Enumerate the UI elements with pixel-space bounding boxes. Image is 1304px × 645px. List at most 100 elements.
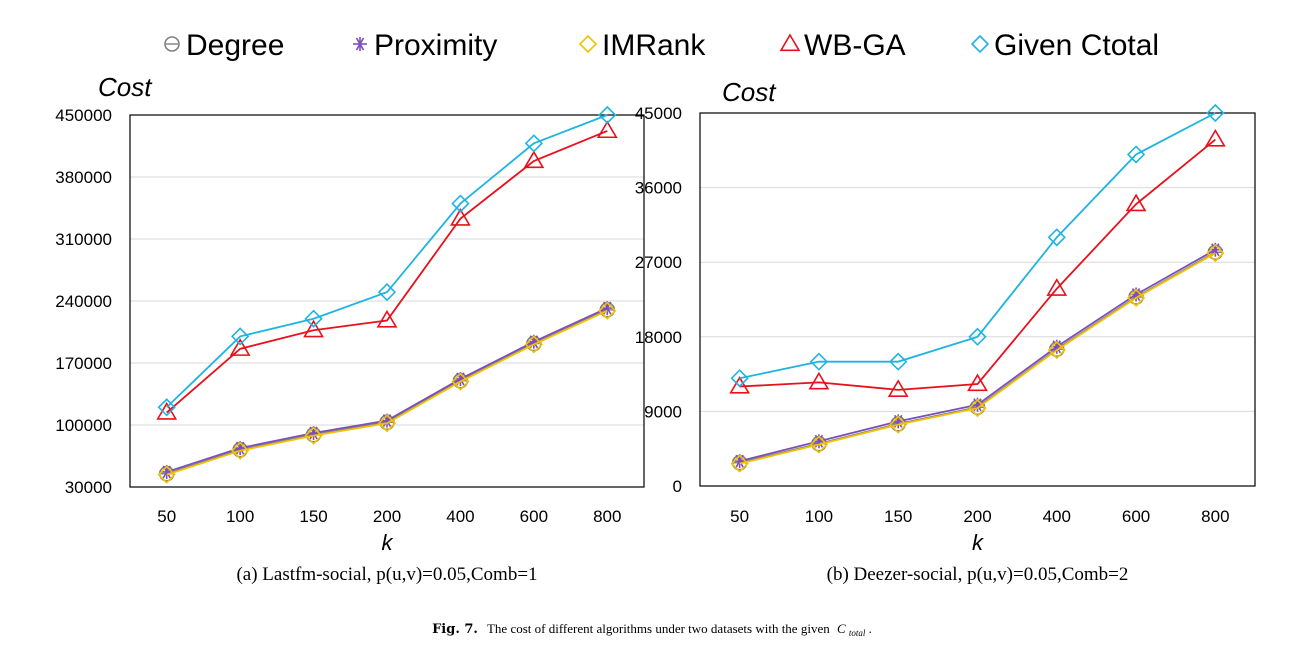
x-tick-label: 50 [730, 507, 749, 526]
point-given-ctotal [730, 369, 749, 388]
point-wb-ga [808, 371, 830, 390]
x-tick-label: 800 [1201, 507, 1229, 526]
x-axis-label: k [972, 530, 984, 555]
point-wb-ga [1046, 278, 1068, 296]
series-line-proximity [739, 248, 1216, 463]
figure-caption: Fig. 7. The cost of different algorithms… [432, 621, 872, 639]
point-imrank [968, 398, 987, 418]
y-axis-label: Cost [722, 77, 777, 107]
point-given-ctotal [451, 194, 470, 213]
y-tick-label: 0 [673, 477, 682, 496]
legend-label: Given Ctotal [994, 29, 1159, 62]
figure-caption-symbol: C [837, 621, 846, 636]
point-imrank [377, 414, 397, 433]
point-wb-ga [229, 338, 251, 356]
chart-lastfm: 30000 100000 170000 240000 310000 380000 45000… [55, 72, 645, 585]
series-line-wb-ga [739, 138, 1216, 391]
point-given-ctotal [231, 327, 250, 346]
y-tick-label: 30000 [65, 478, 112, 497]
chart-caption: (b) Deezer-social, p(u,v)=0.05,Comb=2 [827, 564, 1129, 585]
y-tick-label: 450000 [55, 106, 112, 125]
point-wb-ga [376, 309, 398, 328]
point-imrank [231, 441, 250, 460]
series-line-imrank [739, 252, 1216, 465]
point-imrank [1206, 243, 1225, 263]
y-tick-label: 18000 [635, 328, 682, 347]
legend-marker-degree [164, 36, 180, 52]
series-line-wb-ga [166, 130, 608, 414]
point-wb-ga [967, 373, 988, 392]
x-tick-label: 50 [157, 507, 176, 526]
figure-caption-label: Fig. 7. [432, 622, 478, 637]
point-imrank [304, 426, 323, 445]
figure-caption-text: The cost of different algorithms under t… [487, 621, 830, 636]
legend-label: Proximity [374, 29, 497, 62]
x-tick-label: 100 [226, 507, 254, 526]
chart-caption: (a) Lastfm-social, p(u,v)=0.05,Comb=1 [236, 564, 537, 585]
x-tick-label: 100 [805, 507, 833, 526]
point-given-ctotal [809, 352, 829, 371]
point-imrank [809, 435, 829, 454]
point-given-ctotal [157, 398, 176, 417]
y-tick-label: 9000 [644, 402, 682, 421]
y-tick-label: 170000 [55, 354, 112, 373]
chart-deezer: 0 9000 18000 27000 36000 45000 50 100 150 200 400 6… [635, 77, 1256, 585]
series-line-given-ctotal [739, 112, 1216, 380]
point-imrank [157, 465, 176, 484]
point-given-ctotal [377, 283, 397, 302]
point-wb-ga [729, 375, 751, 394]
x-tick-label: 150 [299, 507, 327, 526]
x-tick-label: 600 [520, 507, 548, 526]
point-imrank [598, 301, 617, 320]
point-given-ctotal [968, 327, 987, 346]
point-given-ctotal [598, 105, 617, 125]
point-given-ctotal [1126, 145, 1146, 164]
y-tick-label: 380000 [55, 168, 112, 187]
x-tick-label: 400 [446, 507, 474, 526]
y-axis-label: Cost [98, 72, 153, 102]
x-tick-label: 400 [1043, 507, 1071, 526]
series-line-imrank [166, 309, 608, 476]
legend-marker-wb-ga [779, 33, 801, 52]
y-tick-label: 45000 [635, 104, 682, 123]
series-line-degree [739, 251, 1216, 464]
point-wb-ga [303, 319, 324, 338]
point-given-ctotal [304, 309, 323, 328]
point-wb-ga [1204, 128, 1226, 147]
point-wb-ga [450, 208, 471, 226]
y-tick-label: 310000 [55, 230, 112, 249]
point-imrank [889, 415, 908, 434]
legend-marker-imrank [578, 34, 598, 54]
legend-label: Degree [186, 29, 284, 62]
y-tick-label: 240000 [55, 292, 112, 311]
legend-label: WB-GA [804, 29, 906, 62]
point-given-ctotal [889, 352, 908, 371]
figure-caption-subscript: total [849, 628, 866, 638]
point-wb-ga [596, 120, 618, 139]
x-tick-label: 150 [884, 507, 912, 526]
point-wb-ga [887, 379, 909, 397]
figure-caption-end: . [869, 621, 872, 636]
y-tick-label: 100000 [55, 416, 112, 435]
point-imrank [1047, 340, 1066, 360]
x-tick-label: 800 [593, 507, 621, 526]
x-tick-label: 200 [963, 507, 991, 526]
point-given-ctotal [1206, 103, 1225, 123]
legend-label: IMRank [602, 29, 706, 62]
legend-marker-given-ctotal [970, 34, 990, 54]
plot-area [699, 112, 1256, 487]
x-tick-label: 600 [1122, 507, 1150, 526]
legend-marker-proximity [353, 37, 367, 51]
point-imrank [524, 335, 543, 354]
x-axis-label: k [382, 530, 394, 555]
plot-area [129, 114, 645, 488]
y-tick-label: 36000 [635, 179, 682, 198]
point-given-ctotal [1047, 228, 1066, 247]
point-imrank [451, 372, 470, 391]
point-imrank [1126, 288, 1146, 307]
legend: Degree Proximity IMRank WB-GA Given Ctotal [164, 29, 1159, 62]
y-tick-label: 27000 [635, 253, 682, 272]
point-imrank [730, 454, 749, 473]
point-wb-ga [523, 150, 545, 169]
